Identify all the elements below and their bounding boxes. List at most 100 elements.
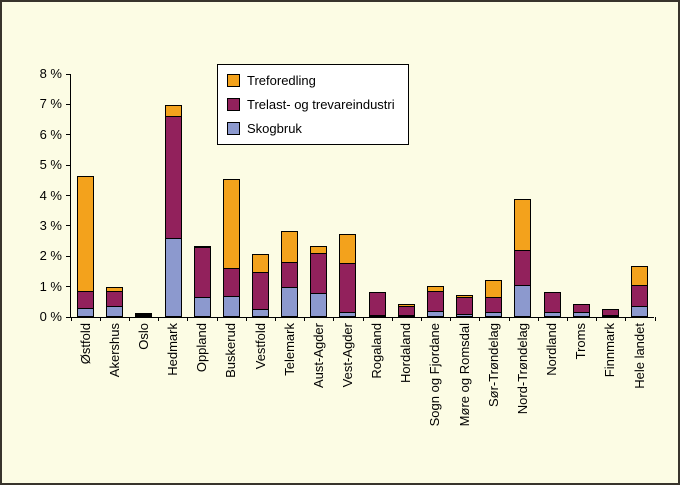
x-label-slot: Sogn og Fjordane [421,323,450,426]
x-axis-label: Oppland [194,323,210,373]
x-tick-mark [566,317,568,321]
bar-slot [217,75,246,317]
y-tick-mark [66,286,71,288]
bar-segment-skogbruk [426,311,444,317]
x-axis-label: Aust-Agder [310,323,326,389]
stacked-bar [456,295,474,317]
stacked-bar [572,304,590,317]
bar-segment-skogbruk [397,315,415,317]
stacked-bar [543,292,561,317]
legend-item: Trelast- og trevareindustri [227,97,395,112]
bar-slot [538,75,567,317]
x-tick-mark [362,317,364,321]
bar-slot [625,75,654,317]
y-tick-mark [66,316,71,318]
bar-segment-skogbruk [601,315,619,317]
x-tick-mark [596,317,598,321]
bar-slot [333,75,362,317]
bar-segment-trelast-og-trevareindustri [426,291,444,312]
y-tick-label: 7 % [39,96,62,112]
x-label-slot: Oslo [129,323,158,426]
legend-swatch [227,122,240,135]
x-axis-label: Nordland [544,323,560,376]
x-label-slot: Oppland [188,323,217,426]
bars-container [71,75,654,317]
bar-slot [158,75,187,317]
bar-segment-skogbruk [164,238,182,317]
bar-segment-trelast-og-trevareindustri [543,292,561,313]
bar-segment-treforedling [514,199,532,251]
x-axis-label: Nord-Trøndelag [514,323,530,415]
bar-slot [275,75,304,317]
stacked-bar [339,234,357,317]
y-tick-mark [66,134,71,136]
bar-slot [392,75,421,317]
x-label-slot: Rogaland [363,323,392,426]
x-axis-label: Hedmark [165,323,181,376]
bar-segment-skogbruk [631,306,649,317]
x-tick-mark [625,317,627,321]
bar-slot [129,75,158,317]
stacked-bar [106,287,124,317]
y-tick-label: 8 % [39,66,62,81]
x-axis-labels: Østfold Akershus Oslo Hedmark Oppland Buskeru… [71,323,654,426]
x-label-slot: Troms [567,323,596,426]
x-tick-mark [508,317,510,321]
bar-segment-treforedling [485,280,503,298]
bar-segment-trelast-og-trevareindustri [631,285,649,307]
bar-segment-trelast-og-trevareindustri [252,272,270,310]
bar-slot [479,75,508,317]
x-tick-mark [391,317,393,321]
y-tick-mark [66,255,71,257]
plot-area: Østfold Akershus Oslo Hedmark Oppland Buskeru… [40,66,656,426]
x-tick-mark [158,317,160,321]
y-tick-label: 1 % [39,278,62,294]
x-tick-mark [304,317,306,321]
x-tick-mark [99,317,101,321]
bar-segment-skogbruk [310,293,328,317]
x-label-slot: Vest-Agder [333,323,362,426]
y-tick-label: 0 % [39,309,62,324]
bar-slot [246,75,275,317]
x-label-slot: Buskerud [217,323,246,426]
stacked-bar [631,266,649,317]
stacked-bar [397,304,415,317]
stacked-bar [281,231,299,317]
legend-label: Trelast- og trevareindustri [247,97,395,112]
bar-segment-skogbruk [514,285,532,317]
bar-slot [596,75,625,317]
x-tick-mark [537,317,539,321]
legend-item: Skogbruk [227,121,395,136]
bar-segment-skogbruk [135,315,153,317]
x-axis-label: Østfold [77,323,93,365]
bar-segment-skogbruk [252,309,270,317]
x-label-slot: Finnmark [596,323,625,426]
bar-segment-skogbruk [456,314,474,317]
x-tick-mark [420,317,422,321]
bar-segment-trelast-og-trevareindustri [164,116,182,239]
legend-label: Skogbruk [247,121,302,136]
stacked-bar [514,199,532,317]
bar-segment-trelast-og-trevareindustri [222,268,240,297]
x-label-slot: Østfold [71,323,100,426]
stacked-bar [310,246,328,317]
legend: Treforedling Trelast- og trevareindustri S… [217,64,409,145]
y-tick-mark [66,225,71,227]
stacked-bar [252,254,270,317]
x-label-slot: Sør-Trøndelag [479,323,508,426]
legend-label: Treforedling [247,73,316,88]
x-axis-label: Buskerud [223,323,239,378]
bar-segment-skogbruk [222,296,240,317]
y-tick-label: 5 % [39,157,62,173]
x-axis-label: Sogn og Fjordane [427,323,443,427]
bar-segment-skogbruk [572,312,590,317]
x-tick-mark [70,317,72,321]
bar-segment-skogbruk [77,308,95,317]
bar-segment-trelast-og-trevareindustri [281,262,299,288]
x-axis-label: Sør-Trøndelag [485,323,501,408]
x-tick-mark [216,317,218,321]
x-label-slot: Akershus [100,323,129,426]
bar-segment-treforedling [631,266,649,286]
bar-segment-treforedling [339,234,357,264]
